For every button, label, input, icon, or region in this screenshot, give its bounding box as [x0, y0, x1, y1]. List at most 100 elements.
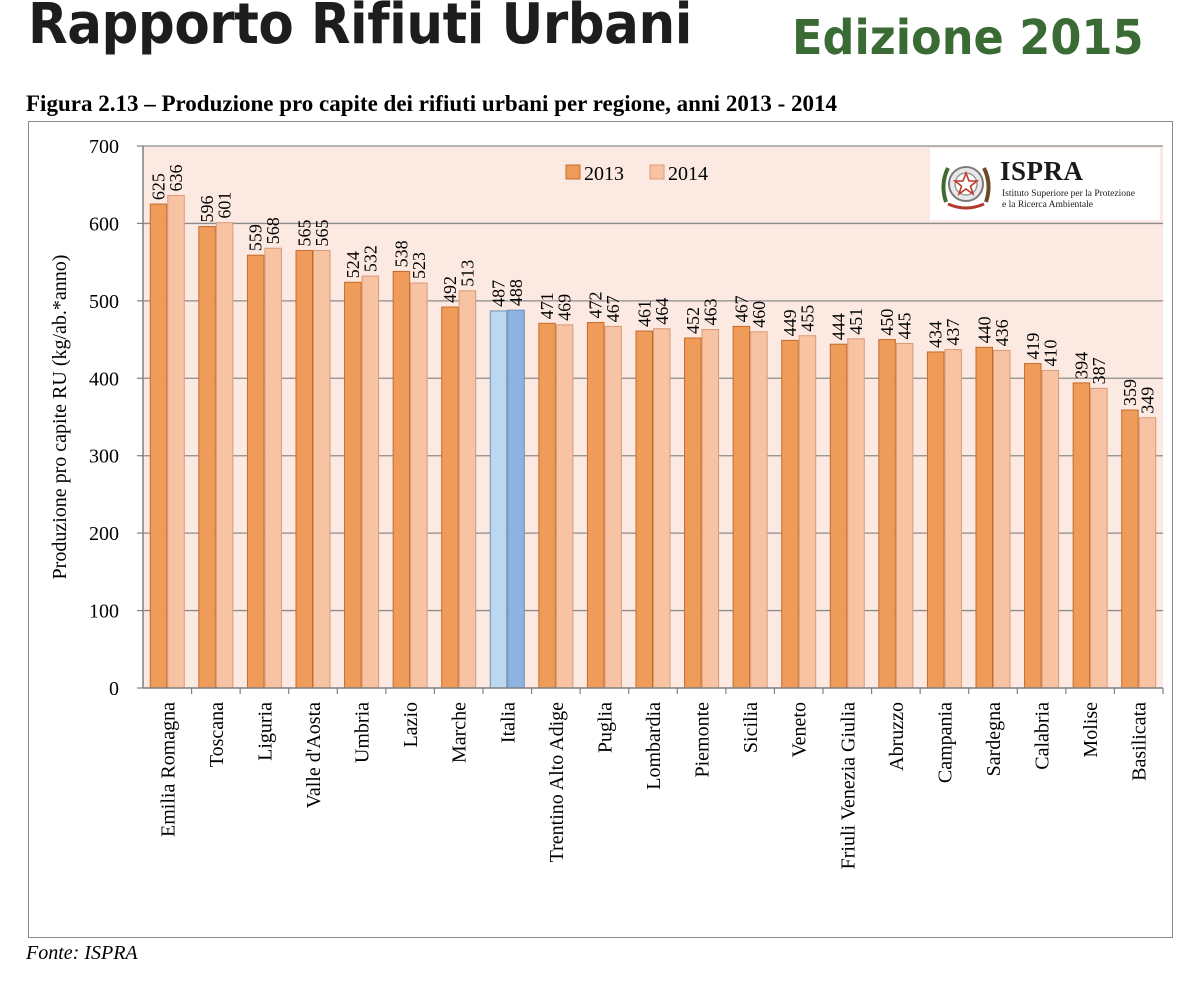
bar-2014-italia — [507, 309, 525, 689]
ispra-subtitle-line2: e la Ricerca Ambientale — [1002, 200, 1093, 210]
italian-republic-emblem-icon — [941, 166, 991, 210]
data-label: 436 — [992, 319, 1012, 346]
bar-2013-marche — [441, 306, 459, 689]
ispra-name: ISPRA — [1000, 156, 1084, 186]
data-label: 464 — [652, 298, 672, 325]
data-label: 601 — [215, 192, 235, 219]
bar-2014-campania — [944, 349, 962, 689]
bar-2013-umbria — [344, 281, 362, 689]
report-title: Rapporto Rifiuti Urbani — [28, 0, 692, 57]
x-category-label: Calabria — [1032, 702, 1054, 770]
bar-2013-calabria — [1024, 363, 1042, 689]
data-label: 463 — [700, 299, 720, 326]
data-label: 445 — [895, 312, 915, 339]
bar-2014-marche — [458, 290, 477, 689]
legend-label-2014: 2014 — [668, 163, 708, 185]
y-tick-label: 700 — [89, 136, 119, 158]
bar-2013-sardegna — [975, 346, 993, 689]
bar-2014-friuli-venezia-giulia — [847, 338, 865, 689]
bar-2013-trentino-alto-adige — [538, 322, 556, 689]
bar-2014-basilicata — [1138, 417, 1157, 689]
data-label: 472 — [586, 292, 606, 319]
bar-2013-friuli-venezia-giulia — [829, 343, 848, 689]
edition-label: Edizione 2015 — [792, 10, 1144, 66]
bar-2013-campania — [926, 351, 945, 689]
bar-2014-veneto — [798, 335, 817, 689]
data-label: 513 — [457, 260, 477, 287]
data-label: 469 — [555, 294, 575, 321]
y-tick-label: 300 — [89, 446, 119, 468]
x-category-label: Piemonte — [692, 702, 714, 778]
x-category-label: Veneto — [789, 702, 811, 758]
x-category-label: Molise — [1080, 702, 1102, 758]
data-label: 452 — [683, 307, 703, 334]
data-label: 487 — [489, 280, 509, 307]
data-label: 455 — [797, 305, 817, 332]
bar-2013-emilia-romagna — [149, 203, 168, 689]
data-label: 359 — [1120, 379, 1140, 406]
data-label: 461 — [634, 300, 654, 327]
bar-2014-emilia-romagna — [167, 195, 185, 689]
data-label: 636 — [166, 165, 186, 192]
y-tick-label: 500 — [89, 291, 119, 313]
bar-2014-calabria — [1041, 370, 1060, 689]
bar-2014-valle-d-aosta — [313, 250, 331, 689]
data-label: 565 — [294, 220, 314, 247]
bar-2013-molise — [1072, 382, 1091, 689]
data-label: 387 — [1089, 357, 1109, 384]
data-label: 460 — [749, 301, 769, 328]
bar-2014-trentino-alto-adige — [555, 324, 574, 689]
data-label: 440 — [974, 316, 994, 343]
x-category-label: Trentino Alto Adige — [546, 702, 568, 863]
figure-caption: Figura 2.13 – Produzione pro capite dei … — [26, 91, 837, 116]
data-label: 449 — [780, 309, 800, 336]
legend-swatch-2013 — [565, 164, 581, 180]
bar-2013-puglia — [586, 322, 605, 689]
bar-2014-puglia — [604, 325, 622, 689]
bar-2014-piemonte — [701, 329, 720, 689]
bar-2014-sicilia — [750, 331, 768, 689]
data-label: 451 — [846, 308, 866, 335]
data-label: 488 — [506, 279, 526, 306]
bar-2013-sicilia — [732, 325, 751, 689]
x-category-label: Campania — [934, 702, 956, 783]
data-label: 596 — [197, 196, 217, 223]
y-tick-label: 600 — [89, 213, 119, 235]
y-axis-title: Produzione pro capite RU (kg/ab.*anno) — [49, 255, 71, 580]
data-label: 410 — [1040, 340, 1060, 367]
data-label: 625 — [149, 173, 169, 200]
y-tick-label: 100 — [89, 601, 119, 623]
x-category-label: Emilia Romagna — [157, 702, 179, 837]
data-label: 538 — [391, 240, 411, 267]
bar-2014-toscana — [215, 222, 234, 689]
ispra-subtitle-line1: Istituto Superiore per la Protezione — [1002, 189, 1135, 199]
data-label: 568 — [263, 217, 283, 244]
bar-2013-abruzzo — [878, 339, 896, 689]
x-category-label: Umbria — [352, 702, 374, 763]
x-category-label: Lazio — [400, 702, 422, 748]
y-tick-label: 200 — [89, 523, 119, 545]
x-category-label: Basilicata — [1129, 702, 1151, 781]
x-category-label: Lombardia — [643, 702, 665, 790]
data-label: 467 — [603, 295, 623, 322]
data-label: 437 — [943, 319, 963, 346]
bar-2013-lazio — [392, 270, 411, 689]
bar-2013-veneto — [781, 339, 799, 689]
bar-2013-basilicata — [1121, 409, 1139, 689]
data-label: 565 — [312, 220, 332, 247]
x-category-label: Toscana — [206, 702, 228, 767]
legend-swatch-2014 — [649, 164, 665, 180]
bar-2014-liguria — [264, 247, 282, 689]
x-category-label: Sardegna — [983, 702, 1005, 777]
source-note: Fonte: ISPRA — [26, 942, 138, 964]
bar-2014-abruzzo — [895, 342, 914, 689]
y-tick-label: 0 — [109, 678, 119, 700]
data-label: 559 — [246, 224, 266, 251]
bar-2013-italia — [489, 310, 508, 689]
data-label: 444 — [829, 313, 849, 340]
data-label: 492 — [440, 276, 460, 303]
data-label: 394 — [1071, 352, 1091, 379]
data-label: 419 — [1023, 333, 1043, 360]
bar-2013-piemonte — [684, 337, 702, 689]
